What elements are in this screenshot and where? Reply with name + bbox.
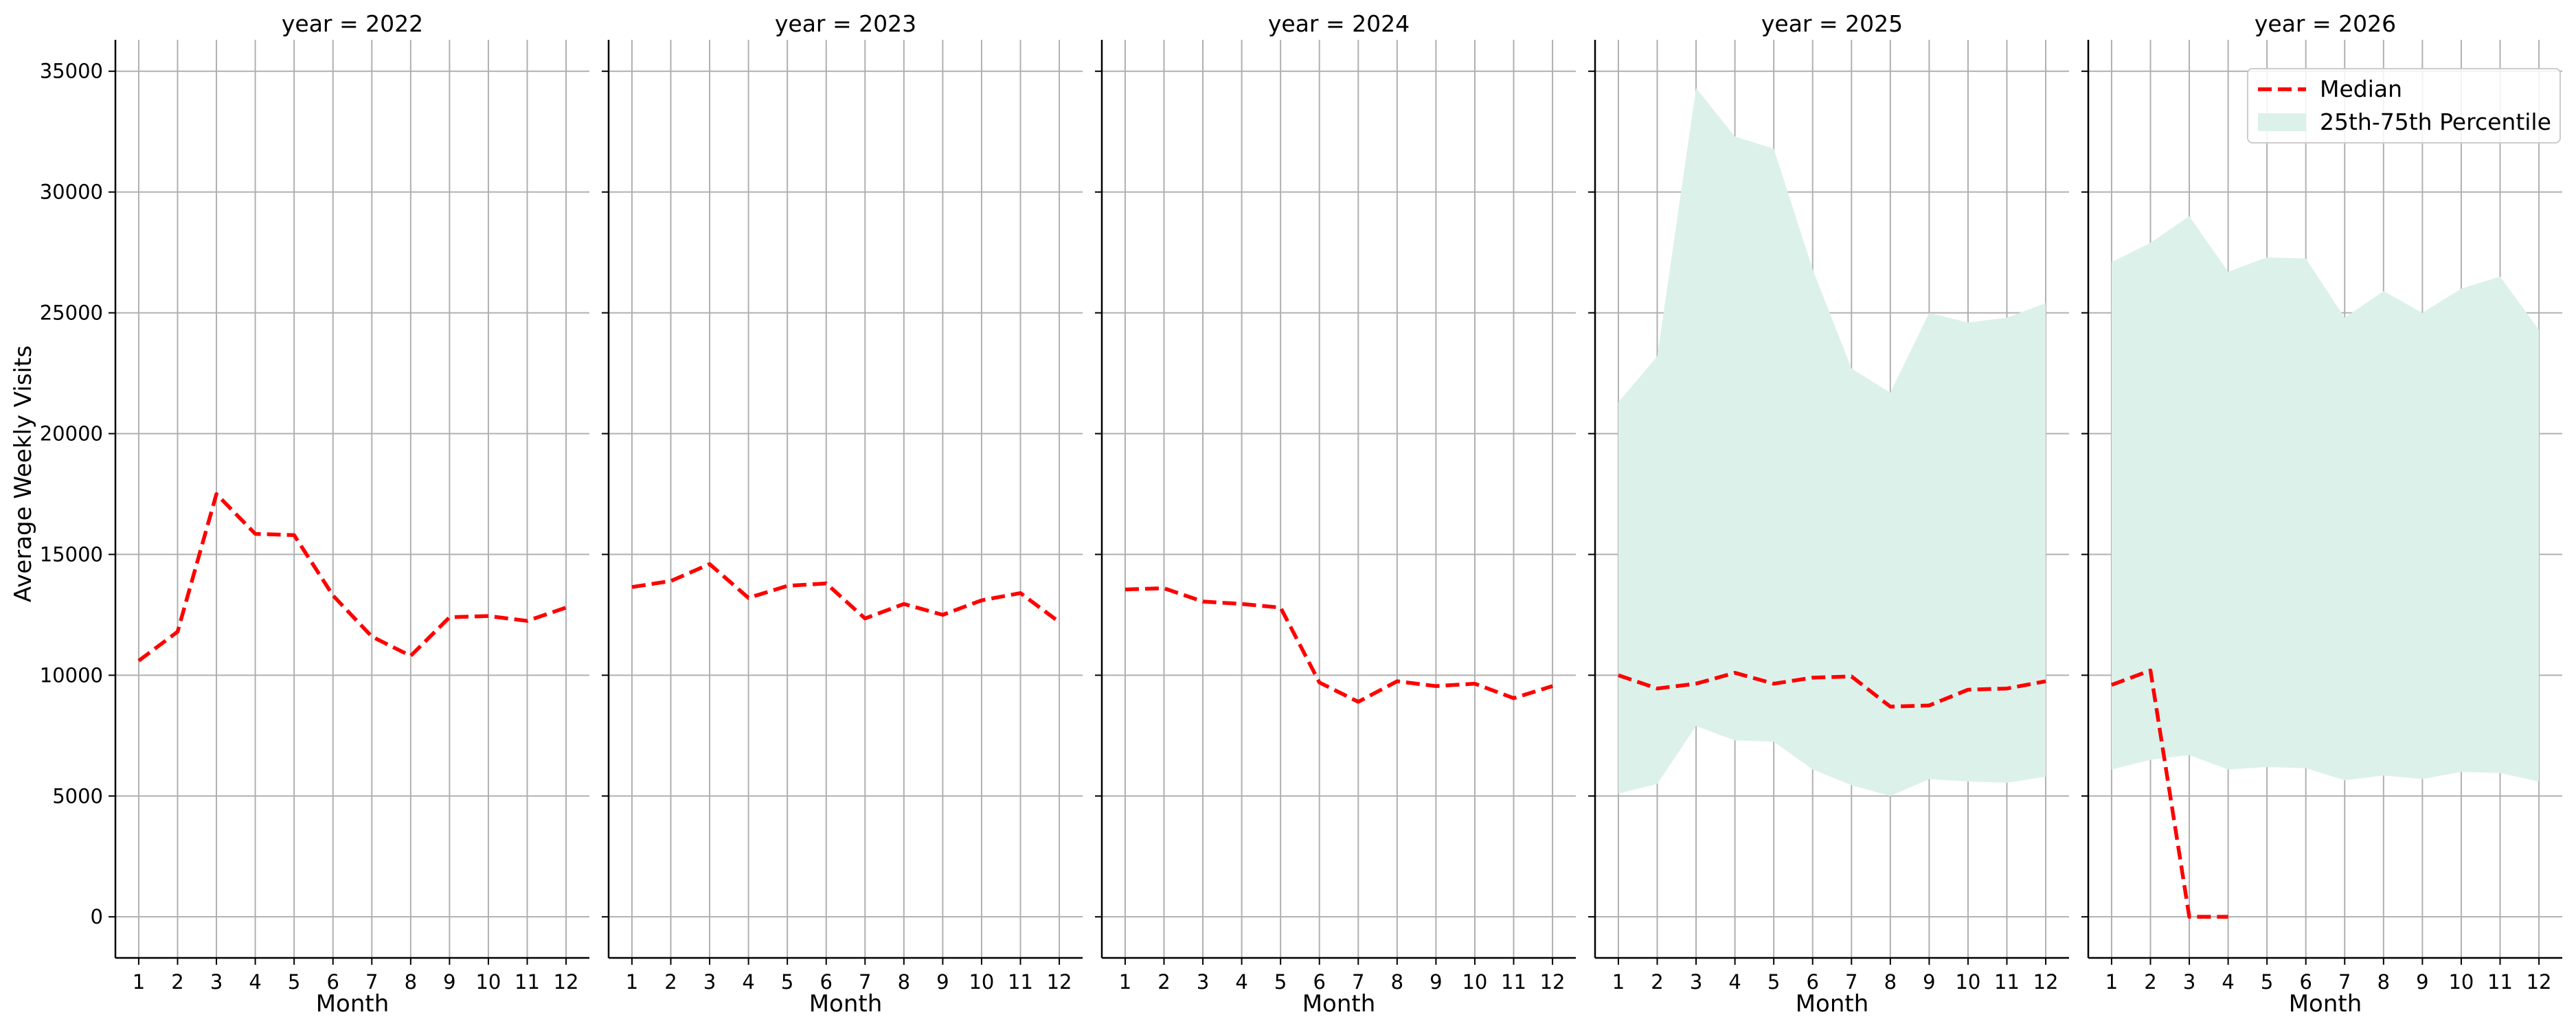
legend-median-label: Median: [2320, 76, 2402, 102]
x-tick-label: 4: [1728, 970, 1741, 994]
median-line: [1125, 586, 1553, 704]
x-tick-label: 9: [2416, 970, 2428, 994]
x-tick-label: 7: [1352, 970, 1364, 994]
x-tick-label: 3: [2183, 970, 2195, 994]
x-tick-label: 7: [365, 970, 378, 994]
panel-title: year = 2022: [282, 10, 423, 37]
x-tick-label: 5: [2261, 970, 2273, 994]
x-tick-label: 10: [1955, 970, 1980, 994]
x-tick-label: 5: [781, 970, 793, 994]
x-tick-label: 8: [1391, 970, 1403, 994]
x-tick-label: 5: [1767, 970, 1780, 994]
legend: Median 25th-75th Percentile: [2247, 68, 2561, 144]
x-tick-label: 2: [664, 970, 677, 994]
x-tick-label: 6: [1806, 970, 1818, 994]
x-tick-label: 9: [1923, 970, 1935, 994]
x-tick-label: 12: [1540, 970, 1566, 994]
x-tick-label: 11: [1994, 970, 2020, 994]
x-tick-label: 10: [2448, 970, 2474, 994]
y-tick-label: 5000: [52, 784, 103, 808]
x-tick-label: 2: [2144, 970, 2156, 994]
x-tick-label: 8: [898, 970, 910, 994]
median-line: [631, 562, 1061, 624]
panel-title: year = 2023: [775, 10, 916, 37]
x-tick-label: 6: [820, 970, 832, 994]
x-tick-label: 11: [1501, 970, 1526, 994]
legend-band-swatch: [2258, 113, 2306, 131]
x-tick-label: 9: [1430, 970, 1442, 994]
legend-band-label: 25th-75th Percentile: [2320, 108, 2551, 135]
x-tick-label: 4: [742, 970, 754, 994]
x-tick-label: 6: [2299, 970, 2312, 994]
y-tick-label: 30000: [40, 181, 103, 204]
x-tick-label: 1: [133, 970, 145, 994]
x-tick-label: 11: [515, 970, 540, 994]
x-tick-label: 8: [1884, 970, 1897, 994]
y-tick-label: 0: [91, 905, 103, 928]
panel-0: 1 2 3 4 5 6 7 8 9 10 11 120500010000150002000025000…: [40, 10, 589, 1018]
x-tick-label: 6: [1313, 970, 1325, 994]
x-tick-label: 10: [1462, 970, 1487, 994]
x-tick-label: 2: [1157, 970, 1170, 994]
x-tick-label: 5: [1274, 970, 1287, 994]
x-axis-label: Month: [1796, 990, 1869, 1018]
y-tick-label: 20000: [40, 422, 103, 446]
median-line: [2110, 668, 2228, 919]
x-tick-label: 12: [2527, 970, 2552, 994]
x-tick-label: 3: [1197, 970, 1209, 994]
panel-title: year = 2025: [1761, 10, 1903, 37]
y-tick-label: 25000: [40, 301, 103, 325]
x-tick-label: 2: [171, 970, 183, 994]
x-tick-label: 4: [249, 970, 261, 994]
x-tick-label: 9: [443, 970, 455, 994]
x-tick-label: 1: [626, 970, 638, 994]
percentile-band: [1618, 88, 2046, 797]
x-tick-label: 7: [1845, 970, 1857, 994]
x-tick-label: 8: [2377, 970, 2390, 994]
x-tick-label: 12: [2033, 970, 2059, 994]
panel-title: year = 2024: [1268, 10, 1410, 37]
x-tick-label: 4: [1235, 970, 1247, 994]
panels-group: 1 2 3 4 5 6 7 8 9 10 11 120500010000150002000025000…: [40, 10, 2562, 1018]
x-axis-label: Month: [2289, 990, 2362, 1018]
x-axis-label: Month: [1302, 990, 1376, 1018]
x-tick-label: 3: [210, 970, 223, 994]
median-line: [137, 492, 567, 663]
x-tick-label: 2: [1651, 970, 1663, 994]
x-tick-label: 11: [1008, 970, 1033, 994]
x-tick-label: 8: [405, 970, 417, 994]
y-tick-label: 15000: [40, 542, 103, 566]
x-tick-label: 12: [554, 970, 579, 994]
y-tick-label: 35000: [40, 60, 103, 83]
x-tick-label: 9: [936, 970, 949, 994]
panel-title: year = 2026: [2255, 10, 2396, 37]
x-axis-label: Month: [316, 990, 389, 1018]
x-tick-label: 1: [2105, 970, 2118, 994]
x-tick-label: 7: [859, 970, 871, 994]
y-tick-label: 10000: [40, 663, 103, 687]
x-tick-label: 11: [2487, 970, 2513, 994]
x-tick-label: 3: [703, 970, 716, 994]
percentile-band: [2111, 216, 2540, 782]
legend-frame: [2247, 68, 2561, 144]
median-line: [1618, 671, 2046, 709]
x-tick-label: 3: [1690, 970, 1702, 994]
x-tick-label: 4: [2222, 970, 2234, 994]
x-tick-label: 12: [1047, 970, 1072, 994]
x-tick-label: 1: [1612, 970, 1625, 994]
x-tick-label: 1: [1119, 970, 1131, 994]
x-tick-label: 6: [326, 970, 339, 994]
x-tick-label: 10: [969, 970, 994, 994]
x-tick-label: 10: [475, 970, 501, 994]
x-tick-label: 5: [288, 970, 300, 994]
x-axis-label: Month: [809, 990, 883, 1018]
y-axis-label: Average Weekly Visits: [10, 345, 37, 602]
x-tick-label: 7: [2338, 970, 2351, 994]
